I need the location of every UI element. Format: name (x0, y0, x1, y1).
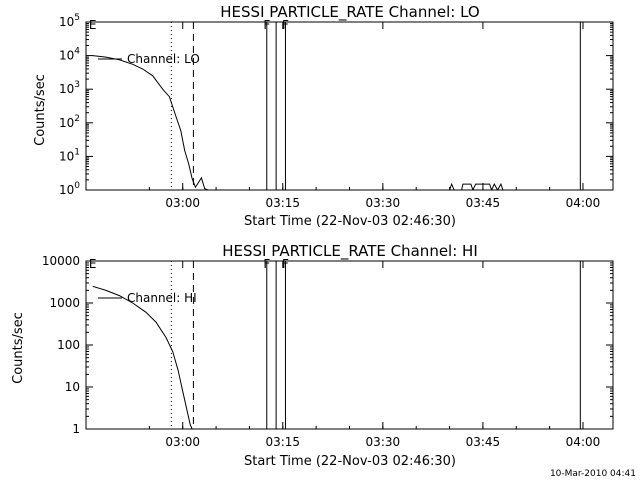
x-tick-label: 03:45 (466, 196, 501, 210)
y-tick-label: 100 (57, 338, 80, 352)
event-marker-label: F (282, 257, 289, 271)
series-line-segment (449, 182, 504, 190)
plot-area-hi: E F F 03:00 03:15 03:30 03:45 04:00 1 10 100 1000 10… (42, 254, 614, 449)
plot-area-lo: E F F 03:00 03:15 03:30 03:45 04:00 100 101 102 103… (59, 13, 614, 210)
x-tick-label: 03:00 (165, 196, 200, 210)
y-tick-label: 101 (59, 147, 80, 163)
y-tick-label: 105 (59, 13, 80, 29)
x-axis-label: Start Time (22-Nov-03 02:46:30) (244, 454, 456, 469)
series-line-segment (92, 55, 209, 190)
y-tick-label: 10000 (42, 254, 80, 268)
y-tick-label: 1000 (49, 296, 80, 310)
chart-title: HESSI PARTICLE_RATE Channel: HI (222, 242, 478, 261)
y-tick-label: 103 (59, 80, 80, 96)
chart-title: HESSI PARTICLE_RATE Channel: LO (220, 3, 479, 22)
chart-panel-lo: HESSI PARTICLE_RATE Channel: LO Start Ti… (33, 3, 480, 229)
y-axis-label: Counts/sec (33, 74, 48, 146)
plot-frame (85, 260, 614, 430)
x-axis-label: Start Time (22-Nov-03 02:46:30) (244, 214, 456, 229)
series-line-segment (92, 285, 193, 429)
x-tick-label: 03:30 (366, 435, 401, 449)
y-tick-label: 100 (59, 181, 80, 197)
x-tick-label: 04:00 (566, 435, 601, 449)
chart-panel-hi: HESSI PARTICLE_RATE Channel: HI Start Ti… (11, 242, 478, 469)
event-marker-label: F (263, 18, 270, 32)
plot-frame (85, 21, 614, 191)
x-tick-label: 03:45 (466, 435, 501, 449)
y-tick-label: 10 (65, 380, 80, 394)
y-tick-label: 104 (59, 47, 80, 63)
y-tick-label: 102 (59, 114, 80, 130)
event-marker-label: E (89, 18, 97, 32)
y-tick-label: 1 (72, 422, 80, 436)
x-tick-label: 03:15 (265, 435, 300, 449)
footer-timestamp: 10-Mar-2010 04:41 (550, 469, 636, 479)
legend-label: Channel: LO (127, 52, 200, 66)
event-marker-label: F (263, 257, 270, 271)
x-tick-label: 04:00 (566, 196, 601, 210)
legend-label: Channel: HI (127, 291, 197, 305)
x-tick-label: 03:00 (165, 435, 200, 449)
event-marker-label: F (282, 18, 289, 32)
event-marker-label: E (89, 257, 97, 271)
x-tick-label: 03:30 (366, 196, 401, 210)
y-axis-label: Counts/sec (11, 312, 26, 384)
x-tick-label: 03:15 (265, 196, 300, 210)
